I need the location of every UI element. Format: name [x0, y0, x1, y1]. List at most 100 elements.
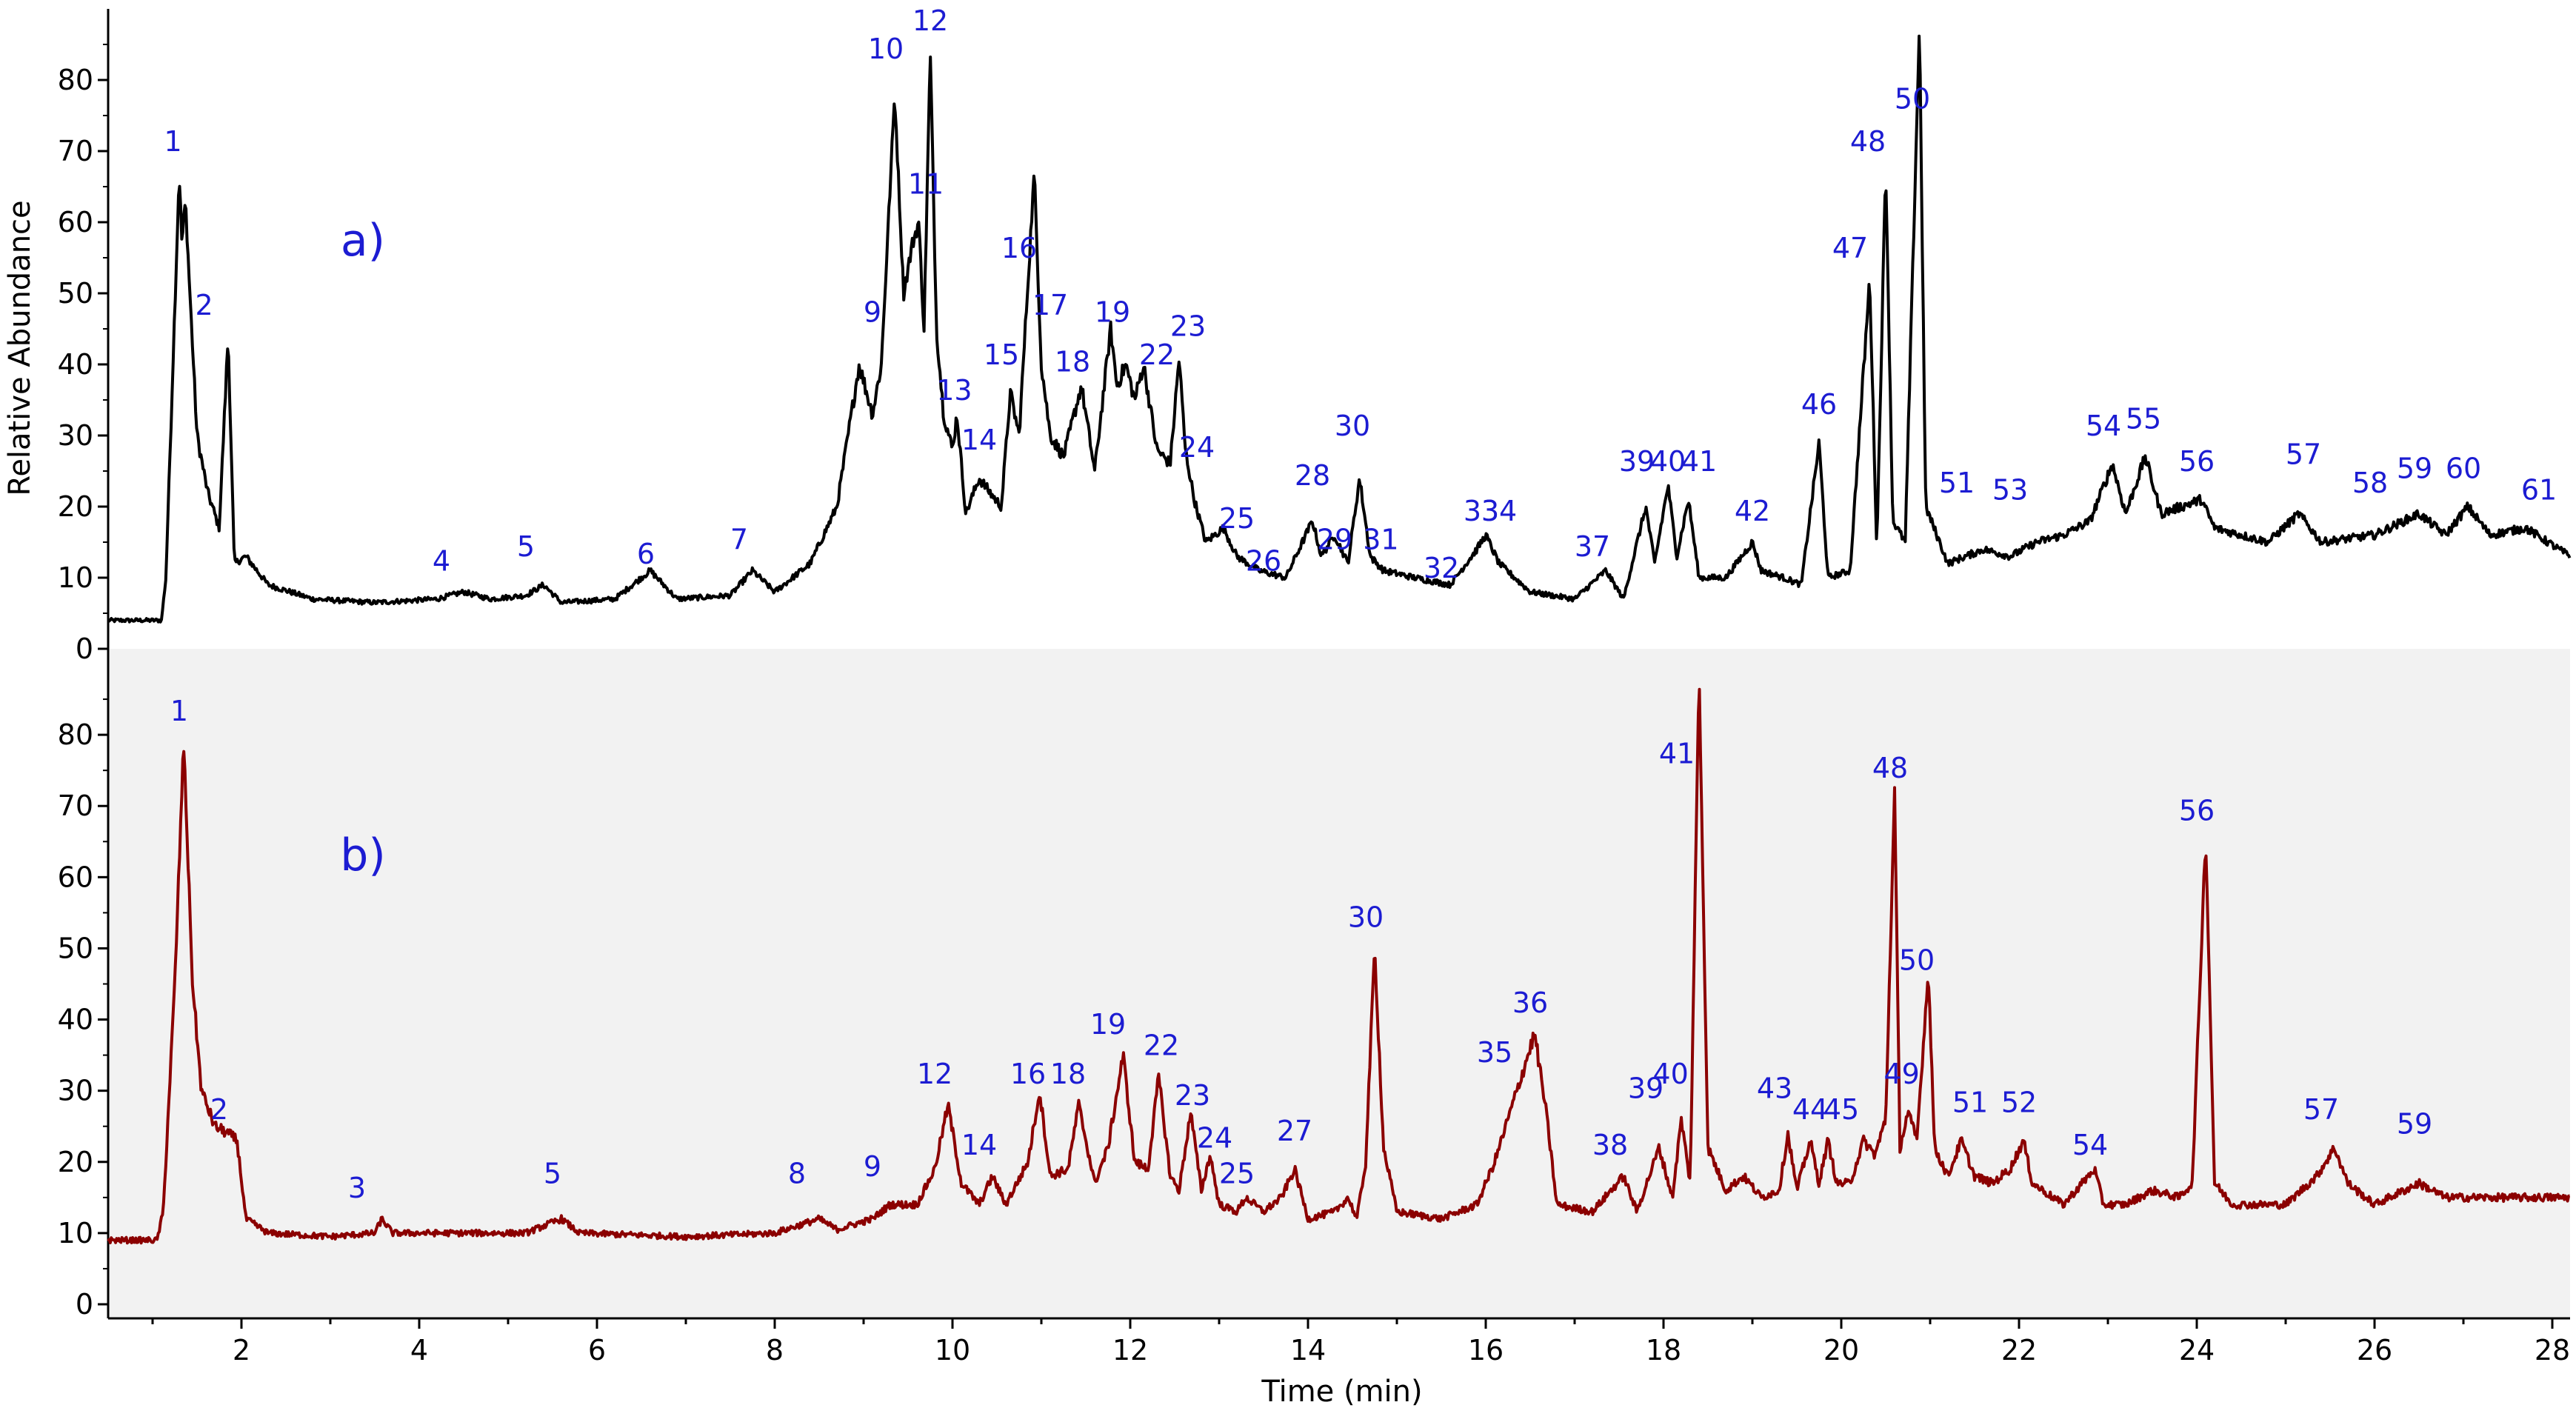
peak-label: 36: [1512, 987, 1548, 1019]
peak-label: 14: [961, 1129, 997, 1161]
y-tick-label: 40: [58, 1004, 93, 1036]
peak-label: 24: [1197, 1122, 1232, 1155]
peak-label: 35: [1477, 1036, 1512, 1069]
chromatogram-trace: [107, 687, 2571, 1245]
peak-label: 5: [517, 530, 535, 563]
peak-label: 11: [908, 168, 944, 201]
panel-label: b): [340, 830, 386, 881]
peak-label: 38: [1592, 1129, 1628, 1161]
peak-label: 2: [210, 1093, 228, 1126]
peak-label: 52: [2001, 1087, 2037, 1119]
peak-label: 43: [1757, 1072, 1792, 1104]
x-tick-label: 12: [1112, 1334, 1148, 1366]
peak-label: 37: [1575, 530, 1610, 563]
peak-label: 26: [1246, 544, 1281, 577]
peak-label: 59: [2397, 1107, 2432, 1140]
y-tick-label: 30: [58, 1075, 93, 1107]
peak-label: 18: [1055, 346, 1090, 378]
peak-label: 1: [170, 695, 188, 727]
peak-label: 7: [730, 524, 748, 556]
x-tick-label: 24: [2179, 1334, 2215, 1366]
peak-label: 56: [2179, 794, 2215, 827]
peak-label: 27: [1277, 1115, 1312, 1147]
x-tick-label: 22: [2001, 1334, 2037, 1366]
x-axis-title: Time (min): [1261, 1375, 1422, 1409]
x-tick-label: 26: [2357, 1334, 2392, 1366]
peak-label: 54: [2086, 410, 2121, 442]
peak-label: 23: [1175, 1079, 1210, 1112]
x-tick-label: 4: [410, 1334, 428, 1366]
y-tick-label: 10: [58, 1217, 93, 1249]
peak-label: 23: [1170, 310, 1206, 343]
peak-label: 28: [1295, 459, 1330, 492]
peak-label: 19: [1090, 1008, 1126, 1041]
y-tick-label: 0: [76, 633, 93, 665]
peak-label: 18: [1050, 1058, 1086, 1090]
y-tick-label: 60: [58, 861, 93, 893]
peak-label: 54: [2072, 1129, 2108, 1161]
peak-label: 61: [2521, 473, 2557, 506]
peak-label: 3: [348, 1172, 366, 1204]
y-tick-label: 70: [58, 790, 93, 822]
peak-label: 5: [544, 1158, 561, 1190]
y-tick-label: 10: [58, 561, 93, 594]
x-tick-label: 6: [588, 1334, 606, 1366]
peak-label: 6: [637, 538, 655, 570]
peak-label: 4: [433, 544, 450, 577]
y-tick-label: 80: [58, 64, 93, 96]
peak-label: 12: [917, 1058, 952, 1090]
x-axis: 2 4 6 8 10 12 14 16 18 20 22 24 26 28: [108, 1317, 2570, 1366]
peak-label: 25: [1219, 1158, 1255, 1190]
peak-label: 31: [1363, 524, 1398, 556]
x-tick-label: 18: [1646, 1334, 1681, 1366]
peak-label: 41: [1659, 738, 1695, 770]
peak-label: 55: [2126, 402, 2161, 435]
peak-label: 16: [1001, 232, 1037, 264]
y-tick-label: 50: [58, 277, 93, 310]
peak-label: 45: [1823, 1093, 1859, 1126]
y-tick-label: 80: [58, 718, 93, 751]
peak-label: 39: [1628, 1072, 1664, 1104]
peak-label: 19: [1095, 296, 1130, 328]
y-axis-title: Relative Abundance: [3, 200, 37, 495]
x-tick-label: 10: [935, 1334, 970, 1366]
peak-label: 41: [1681, 445, 1717, 478]
peak-label: 57: [2303, 1093, 2339, 1126]
y-tick-label: 60: [58, 206, 93, 238]
peak-label: 58: [2352, 467, 2388, 499]
x-tick-label: 28: [2535, 1334, 2570, 1366]
chromatogram-trace: [107, 34, 2572, 624]
peak-label: 32: [1424, 552, 1459, 584]
peak-label: 44: [1792, 1093, 1828, 1126]
peak-label: 8: [788, 1158, 806, 1190]
peak-label: 30: [1335, 410, 1370, 442]
peak-label: 25: [1219, 502, 1255, 535]
peak-label: 48: [1850, 125, 1886, 158]
x-tick-label: 14: [1290, 1334, 1326, 1366]
y-tick-label: 50: [58, 932, 93, 964]
peak-label: 42: [1735, 495, 1770, 527]
peak-label: 39: [1619, 445, 1655, 478]
y-tick-label: 70: [58, 135, 93, 167]
y-tick-label: 30: [58, 419, 93, 452]
peak-label: 59: [2397, 453, 2432, 485]
peak-label: 10: [868, 33, 904, 65]
peak-label: 9: [864, 1150, 881, 1183]
peak-label: 2: [196, 289, 213, 321]
peak-label: 46: [1801, 388, 1837, 421]
peak-label: 53: [1992, 473, 2028, 506]
peak-label: 56: [2179, 445, 2215, 478]
y-tick-label: 20: [58, 1146, 93, 1178]
peak-label: 50: [1899, 944, 1935, 976]
peak-label: 24: [1179, 431, 1215, 464]
peak-label: 33: [1464, 495, 1499, 527]
peak-label: 29: [1317, 524, 1352, 556]
peak-label: 57: [2286, 438, 2321, 470]
peak-label: 13: [936, 374, 972, 407]
peak-label: 50: [1895, 82, 1930, 115]
peak-label: 49: [1883, 1058, 1919, 1090]
x-tick-label: 16: [1468, 1334, 1504, 1366]
x-tick-label: 20: [1823, 1334, 1859, 1366]
